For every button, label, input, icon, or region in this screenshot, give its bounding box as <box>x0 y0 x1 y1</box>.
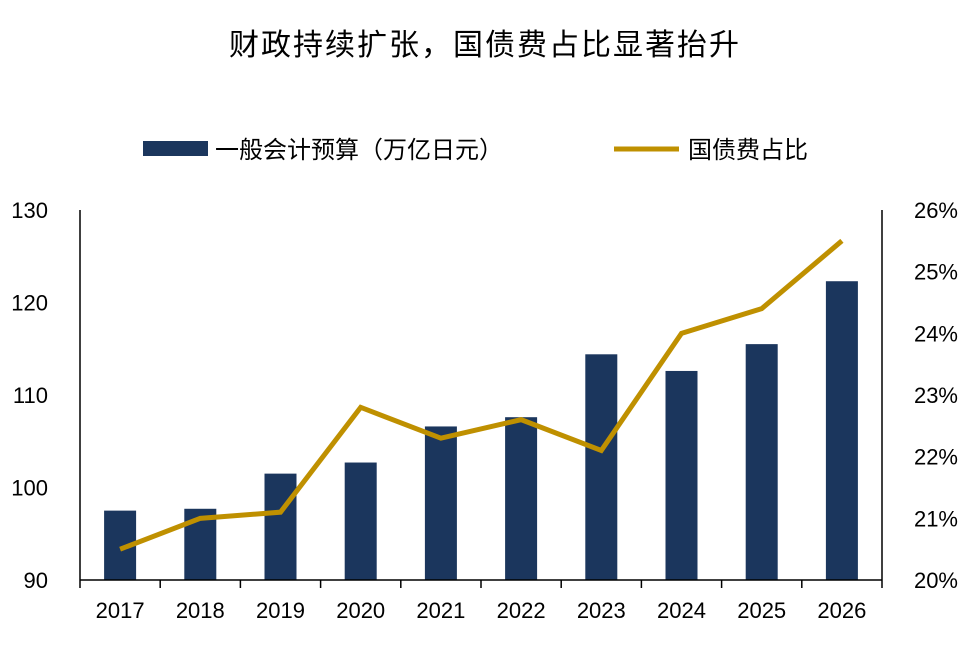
line-series <box>119 238 844 552</box>
bar-2025 <box>745 344 778 580</box>
legend-line-label: 国债费占比 <box>688 136 808 164</box>
y-right-tick-label: 20% <box>914 568 958 593</box>
y-left-tick-label: 100 <box>11 476 48 501</box>
bar-2020 <box>344 462 377 580</box>
bar-2022 <box>505 417 538 580</box>
y-left-tick-label: 120 <box>11 291 48 316</box>
bar-2023 <box>585 354 618 580</box>
y-right-tick-label: 25% <box>914 260 958 285</box>
x-tick-label: 2026 <box>817 598 866 623</box>
y-right-tick-label: 24% <box>914 321 958 346</box>
x-tick-label: 2024 <box>657 598 706 623</box>
x-tick-label: 2022 <box>497 598 546 623</box>
x-tick-label: 2020 <box>336 598 385 623</box>
y-right-tick-label: 21% <box>914 506 958 531</box>
x-tick-label: 2025 <box>737 598 786 623</box>
line-debt-ratio <box>119 238 844 552</box>
y-left-tick-label: 130 <box>11 198 48 223</box>
y-left-tick-label: 110 <box>13 383 48 408</box>
legend-bar-swatch <box>143 141 208 156</box>
bar-2021 <box>424 426 457 580</box>
tick-labels: 2017 2018 2019 2020 2021 2022 2023 2024 2025 2026… <box>11 198 958 623</box>
x-tick-label: 2019 <box>256 598 305 623</box>
y-left-tick-label: 90 <box>24 568 48 593</box>
y-right-tick-label: 26% <box>914 198 958 223</box>
x-tick-label: 2021 <box>416 598 465 623</box>
x-tick-label: 2017 <box>96 598 145 623</box>
y-right-tick-label: 22% <box>914 445 958 470</box>
bar-series <box>104 281 858 580</box>
x-tick-label: 2018 <box>176 598 225 623</box>
x-tick-label: 2023 <box>577 598 626 623</box>
y-right-tick-label: 23% <box>914 383 958 408</box>
legend: 一般会计预算（万亿日元） 国债费占比 <box>143 136 808 164</box>
chart-title: 财政持续扩张，国债费占比显著抬升 <box>229 28 741 63</box>
axes <box>79 210 883 588</box>
bar-2019 <box>264 473 297 580</box>
bar-2026 <box>825 281 858 580</box>
legend-bar-label: 一般会计预算（万亿日元） <box>215 136 503 164</box>
bar-2024 <box>665 370 698 580</box>
